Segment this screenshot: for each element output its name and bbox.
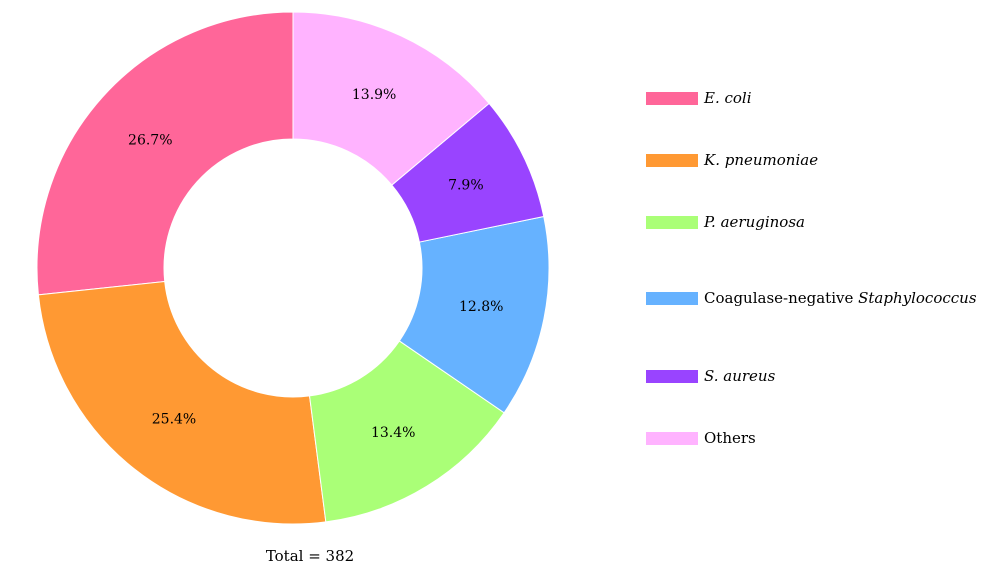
slice-label-0: 26.7%	[128, 133, 172, 149]
slice-labels-group: 26.7% 25.4% 13.4% 12.8% 7.9% 13.9%	[128, 87, 503, 441]
legend-swatch-3	[646, 292, 698, 305]
legend-label-0: E. coli	[703, 89, 752, 107]
legend-swatch-1	[646, 154, 698, 167]
donut-slice-2	[308, 340, 505, 523]
donut-slice-5	[292, 11, 490, 186]
legend-swatch-0	[646, 92, 698, 105]
legend-swatch-2	[646, 216, 698, 229]
slice-label-2: 13.4%	[371, 425, 415, 441]
legend-label-5: Others	[704, 429, 756, 447]
total-label: Total = 382	[266, 547, 354, 565]
legend-label-4: S. aureus	[704, 367, 776, 385]
legend-swatch-5	[646, 432, 698, 445]
slice-label-3: 12.8%	[459, 299, 503, 315]
slices-group	[36, 11, 550, 525]
slice-label-1: 25.4%	[152, 412, 196, 428]
legend-label-3: Coagulase-negative Staphylococcus	[704, 289, 977, 307]
donut-slice-0	[36, 11, 294, 296]
legend-label-1: K. pneumoniae	[703, 151, 818, 169]
donut-slice-1	[37, 280, 327, 525]
slice-label-5: 13.9%	[352, 87, 396, 103]
legend-swatch-4	[646, 370, 698, 383]
legend: E. coli K. pneumoniae P. aeruginosa Coagula…	[646, 89, 977, 447]
legend-label-2: P. aeruginosa	[703, 213, 805, 231]
slice-label-4: 7.9%	[448, 177, 484, 193]
donut-slice-3	[398, 215, 550, 414]
